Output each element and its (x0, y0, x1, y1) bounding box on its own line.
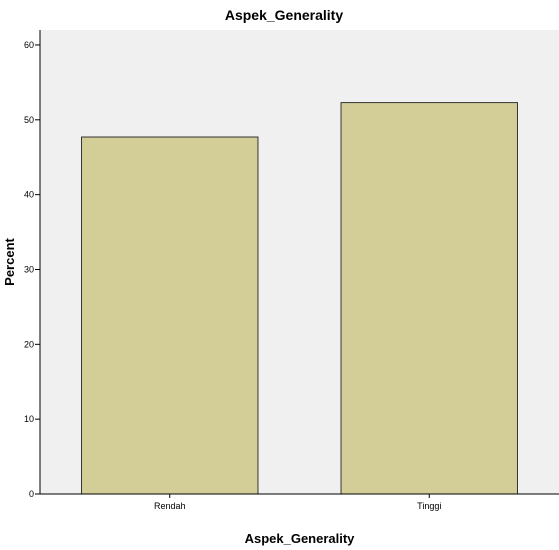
y-tick-label: 50 (24, 115, 34, 125)
y-tick-label: 30 (24, 264, 34, 274)
x-tick-label: Tinggi (417, 501, 441, 511)
x-tick-label: Rendah (154, 501, 186, 511)
y-tick-label: 40 (24, 190, 34, 200)
y-tick-label: 20 (24, 339, 34, 349)
y-tick-label: 10 (24, 414, 34, 424)
y-tick-label: 60 (24, 40, 34, 50)
y-tick-label: 0 (29, 489, 34, 499)
y-axis-label: Percent (2, 237, 17, 285)
bar-tinggi (340, 102, 518, 495)
x-axis: Rendah Tinggi (40, 493, 559, 511)
bars-group (81, 102, 518, 495)
x-axis-label: Aspek_Generality (245, 531, 356, 546)
bar-rendah (81, 136, 259, 495)
chart-title: Aspek_Generality (225, 7, 343, 23)
y-axis: 0 10 20 30 40 50 60 (24, 30, 41, 499)
